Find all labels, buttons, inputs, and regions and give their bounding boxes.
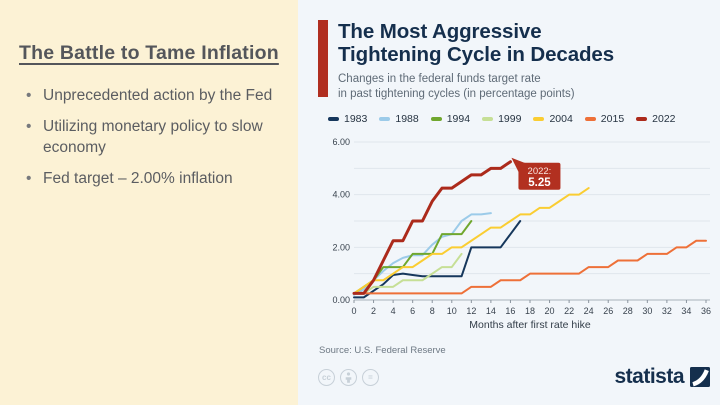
x-tick-label: 14 bbox=[486, 306, 496, 316]
footer-row: cc = statista bbox=[318, 365, 710, 389]
legend-item-2004: 2004 bbox=[533, 113, 573, 126]
x-tick-label: 26 bbox=[603, 306, 613, 316]
x-tick-label: 10 bbox=[447, 306, 457, 316]
legend-label: 2004 bbox=[549, 113, 573, 126]
x-tick-label: 24 bbox=[584, 306, 594, 316]
x-tick-label: 34 bbox=[681, 306, 691, 316]
legend-swatch-2015 bbox=[584, 117, 596, 121]
slide-heading: The Battle to Tame Inflation bbox=[19, 42, 279, 64]
legend-item-1994: 1994 bbox=[430, 113, 471, 126]
y-tick-label: 2.00 bbox=[332, 242, 350, 252]
license-icons: cc = bbox=[318, 368, 379, 386]
line-chart-svg: 0.002.004.006.000 2 4 6 8 10 12 14 16 18 20 22 24 26 2… bbox=[332, 137, 711, 331]
series-line-2015 bbox=[353, 239, 707, 295]
x-tick-label: 28 bbox=[623, 306, 633, 316]
annotation-box bbox=[518, 162, 561, 190]
accent-bar bbox=[318, 20, 328, 97]
chart-title: The Most Aggressive Tightening Cycle in … bbox=[338, 20, 615, 67]
legend-swatch-1983 bbox=[328, 117, 339, 121]
bullet-list: Unprecedented action by the Fed Utilizing… bbox=[19, 86, 286, 190]
bullet-item: Fed target – 2.00% inflation bbox=[25, 169, 286, 190]
legend-swatch-1994 bbox=[430, 117, 442, 121]
legend-item-2022: 2022 bbox=[636, 113, 676, 126]
legend-swatch-2022 bbox=[636, 117, 648, 121]
annotation-value: 5.25 bbox=[528, 177, 551, 189]
x-tick-label: 32 bbox=[662, 306, 672, 316]
legend-label: 1999 bbox=[498, 113, 522, 126]
legend-label: 1994 bbox=[446, 113, 471, 126]
source-text: Source: U.S. Federal Reserve bbox=[319, 345, 446, 357]
y-tick-label: 4.00 bbox=[332, 190, 350, 200]
legend-item-1983: 1983 bbox=[328, 113, 367, 125]
statista-logo-mark bbox=[690, 367, 710, 388]
x-tick-label: 4 bbox=[391, 306, 396, 316]
chart-panel: The Most Aggressive Tightening Cycle in … bbox=[298, 0, 720, 405]
legend-label: 2015 bbox=[600, 113, 625, 126]
legend-label: 2022 bbox=[652, 113, 676, 126]
series-line-2004 bbox=[353, 187, 590, 295]
x-axis-title: Months after first rate hike bbox=[469, 319, 591, 331]
x-tick-label: 2 bbox=[371, 306, 376, 316]
bullet-item: Utilizing monetary policy to slow econom… bbox=[25, 117, 286, 158]
legend-swatch-2004 bbox=[533, 117, 545, 121]
legend-swatch-1988 bbox=[379, 117, 391, 121]
chart-legend: 1983 1988 1994 1999 2004 2015 2022 bbox=[328, 113, 712, 125]
left-text-panel: The Battle to Tame Inflation Unprecedent… bbox=[0, 0, 298, 405]
person-glyph bbox=[345, 371, 352, 383]
x-tick-label: 16 bbox=[505, 306, 515, 316]
x-tick-label: 12 bbox=[466, 306, 476, 316]
chart-header-text: The Most Aggressive Tightening Cycle in … bbox=[338, 20, 614, 101]
series-line-1983 bbox=[353, 220, 522, 299]
legend-label: 1983 bbox=[344, 113, 368, 126]
x-tick-label: 30 bbox=[642, 306, 652, 316]
legend-label: 1988 bbox=[395, 113, 419, 126]
series-line-1999 bbox=[353, 252, 463, 295]
x-tick-label: 18 bbox=[525, 306, 535, 316]
legend-item-2015: 2015 bbox=[584, 113, 625, 126]
chart-area: 0.00 2.00 4.00 6.00 0 2 4 6 8 10 12 14 16 18 20 22 24 26 2… bbox=[324, 134, 712, 339]
annotation-year: 2022: bbox=[528, 166, 552, 177]
cc-icon: cc bbox=[318, 368, 335, 386]
x-tick-label: 8 bbox=[430, 306, 435, 316]
series-line-2022 bbox=[352, 160, 512, 295]
y-tick-label: 6.00 bbox=[332, 137, 350, 147]
statista-logo-text: statista bbox=[614, 365, 684, 389]
statista-logo: statista bbox=[614, 365, 710, 389]
x-tick-label: 6 bbox=[410, 306, 415, 316]
x-tick-label: 22 bbox=[564, 306, 574, 316]
y-tick-label: 0.00 bbox=[332, 295, 350, 305]
bullet-item: Unprecedented action by the Fed bbox=[25, 86, 286, 107]
legend-item-1999: 1999 bbox=[482, 113, 521, 125]
x-tick-label: 20 bbox=[545, 306, 555, 316]
no-derivatives-icon: = bbox=[362, 368, 379, 386]
chart-header: The Most Aggressive Tightening Cycle in … bbox=[318, 20, 712, 101]
x-tick-label: 36 bbox=[701, 306, 711, 316]
legend-item-1988: 1988 bbox=[379, 113, 419, 126]
chart-subtitle: Changes in the federal funds target rate… bbox=[338, 73, 575, 100]
attribution-icon bbox=[340, 368, 357, 386]
legend-swatch-1999 bbox=[482, 117, 494, 121]
x-tick-label: 0 bbox=[351, 306, 356, 316]
